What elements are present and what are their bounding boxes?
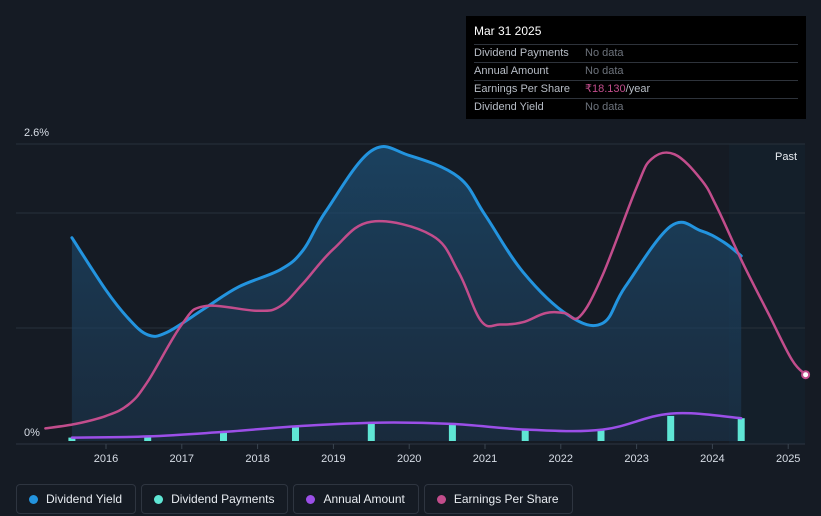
x-tick-label: 2023 <box>624 453 648 465</box>
x-tick-label: 2018 <box>245 453 269 465</box>
dividend-payment-bar <box>220 431 227 441</box>
legend-label: Dividend Yield <box>46 492 123 506</box>
legend-item-dividend-yield[interactable]: Dividend Yield <box>16 484 137 514</box>
tooltip-row: Earnings Per Share ₹18.130/year <box>474 80 798 98</box>
dividend-payments-dot-icon <box>154 494 164 504</box>
past-label: Past <box>775 151 797 163</box>
x-tick-label: 2020 <box>397 453 421 465</box>
legend-label: Earnings Per Share <box>453 492 559 506</box>
legend-label: Annual Amount <box>323 492 405 506</box>
legend-item-annual-amount[interactable]: Annual Amount <box>293 484 419 514</box>
legend-item-earnings-per-share[interactable]: Earnings Per Share <box>423 484 573 514</box>
tooltip-row-label: Annual Amount <box>474 65 549 77</box>
x-tick-label: 2022 <box>549 453 573 465</box>
x-tick-label: 2019 <box>321 453 345 465</box>
x-tick-label: 2025 <box>776 453 800 465</box>
tooltip-row-value: No data <box>585 47 624 59</box>
dividend-payment-bar <box>292 427 299 441</box>
tooltip-row: Annual Amount No data <box>474 62 798 80</box>
y-axis-bottom-label: 0% <box>24 427 40 439</box>
tooltip-row-value: ₹18.130/year <box>585 81 650 98</box>
annual-amount-dot-icon <box>306 494 316 504</box>
dividend-yield-dot-icon <box>29 494 38 504</box>
eps-unit: /year <box>625 83 651 95</box>
tooltip-row: Dividend Payments No data <box>474 44 798 62</box>
dividend-payment-bar <box>521 429 529 441</box>
tooltip-row: Dividend Yield No data <box>474 98 798 116</box>
past-region <box>729 144 805 444</box>
x-tick-label: 2024 <box>700 453 724 465</box>
earnings-per-share-line <box>44 151 807 430</box>
dividend-payment-bar <box>68 437 76 441</box>
dividend-payment-bar <box>597 429 605 441</box>
earnings-per-share-endpoint <box>801 370 811 380</box>
y-axis-top-label: 2.6% <box>24 127 49 139</box>
legend-item-dividend-payments[interactable]: Dividend Payments <box>141 484 289 514</box>
eps-value: ₹18.130 <box>585 83 626 95</box>
tooltip-row-label: Earnings Per Share <box>474 83 570 95</box>
tooltip-row-value: No data <box>585 65 624 77</box>
dividend-payment-bar <box>737 418 745 441</box>
tooltip-title: Mar 31 2025 <box>474 24 542 38</box>
dividend-payment-bar <box>448 423 456 441</box>
dividend-chart: 2016 2017 2018 2019 2020 2021 2022 2023 2024 2025… <box>16 127 811 465</box>
x-tick-label: 2021 <box>473 453 497 465</box>
dividend-payment-bar <box>667 415 675 441</box>
x-tick-label: 2016 <box>94 453 118 465</box>
legend: Dividend Yield Dividend Payments Annual … <box>16 484 573 514</box>
past-fade <box>729 144 805 444</box>
legend-label: Dividend Payments <box>171 492 275 506</box>
tooltip-row-label: Dividend Payments <box>474 47 569 59</box>
dividend-yield-line <box>70 145 743 338</box>
annual-amount-line <box>70 411 743 439</box>
x-tick-label: 2017 <box>170 453 194 465</box>
dividend-payment-bar <box>144 436 152 441</box>
tooltip-row-value: No data <box>585 101 624 113</box>
tooltip: Mar 31 2025 Dividend Payments No data An… <box>466 16 806 119</box>
dividend-yield-area <box>71 146 742 441</box>
earnings-per-share-dot-icon <box>436 494 446 504</box>
tooltip-row-label: Dividend Yield <box>474 101 544 113</box>
dividend-payment-bar <box>367 422 375 441</box>
